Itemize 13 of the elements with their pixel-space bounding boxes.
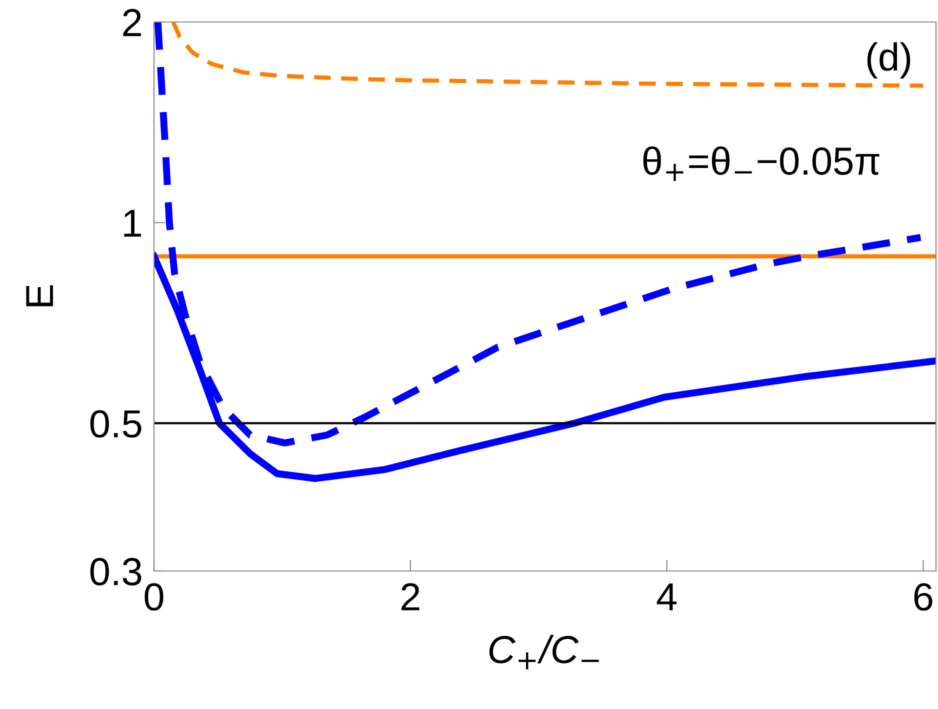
annotation: θ$_{+}$=θ$_{−}$−0.05π — [643, 146, 880, 181]
x-tick-label: 4 — [656, 584, 676, 610]
annotation: (d) — [867, 42, 910, 79]
y-axis-title: E — [26, 285, 53, 306]
y-tick-label: 2 — [123, 8, 141, 36]
x-axis-title: C$_{+}$/C$_{−}$ — [489, 634, 599, 670]
y-tick-label: 1 — [124, 210, 141, 237]
x-tick-label: 0 — [144, 583, 164, 611]
line-series — [171, 22, 926, 88]
y-tick-label: 0.3 — [90, 558, 142, 586]
x-tick-label: 2 — [402, 583, 420, 610]
x-tick-label: 6 — [914, 583, 932, 611]
y-tick-label: 0.5 — [90, 410, 142, 438]
